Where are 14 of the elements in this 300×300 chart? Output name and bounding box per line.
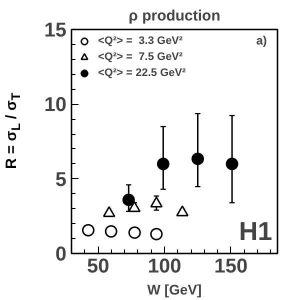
chart-title: ρ production [128,8,220,24]
y-tick-label: 15 [44,20,67,42]
x-axis-title: W [GeV] [147,282,202,298]
legend-label: <Q²> = 3.3 GeV² [98,34,183,49]
y-tick-label: 5 [55,168,66,191]
annotation: H1 [238,216,272,246]
y-tick-label: 0 [55,244,66,266]
legend-label: <Q²> = 22.5 GeV² [98,66,186,81]
x-tick-label: 150 [214,256,248,278]
y-tick-label: 10 [44,94,67,116]
legend-label: <Q²> = 7.5 GeV² [98,50,183,65]
x-tick-label: 100 [148,256,182,278]
x-tick-label: 50 [86,256,110,278]
annotation: a) [256,33,267,48]
